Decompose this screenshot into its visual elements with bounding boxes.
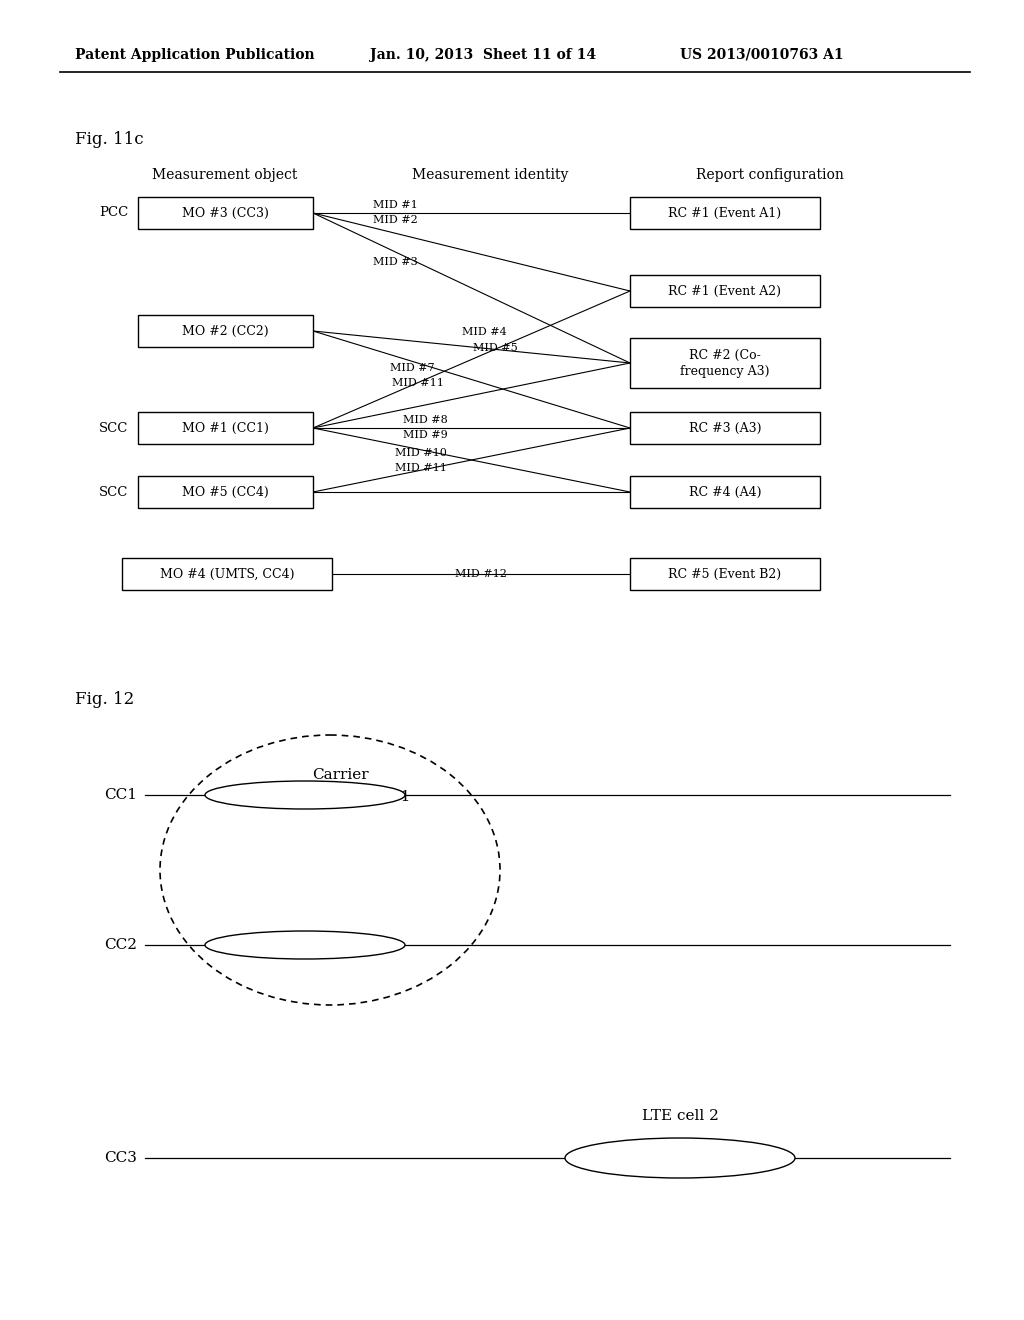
Bar <box>630 412 820 444</box>
Text: LTE cell 2: LTE cell 2 <box>642 1109 719 1123</box>
Ellipse shape <box>565 1138 795 1177</box>
Text: MID #11: MID #11 <box>392 378 443 388</box>
Text: US 2013/0010763 A1: US 2013/0010763 A1 <box>680 48 844 62</box>
Text: CC3: CC3 <box>104 1151 137 1166</box>
Text: Carrier: Carrier <box>311 768 369 781</box>
Text: SCC: SCC <box>98 421 128 434</box>
Bar <box>630 338 820 388</box>
Text: Report configuration: Report configuration <box>696 168 844 182</box>
Bar <box>630 197 820 228</box>
Text: RC #5 (Event B2): RC #5 (Event B2) <box>669 568 781 581</box>
Text: RC #3 (A3): RC #3 (A3) <box>689 421 761 434</box>
Text: RC #1 (Event A2): RC #1 (Event A2) <box>669 285 781 297</box>
Text: MID #8: MID #8 <box>403 414 447 425</box>
Text: MO #5 (CC4): MO #5 (CC4) <box>182 486 269 499</box>
Bar <box>138 412 313 444</box>
Text: RC #4 (A4): RC #4 (A4) <box>689 486 761 499</box>
Text: RC #2 (Co-
frequency A3): RC #2 (Co- frequency A3) <box>680 348 770 378</box>
Text: aggregation cell 1: aggregation cell 1 <box>269 789 411 804</box>
Text: PCC: PCC <box>98 206 128 219</box>
Text: Measurement object: Measurement object <box>153 168 298 182</box>
Text: MID #4: MID #4 <box>462 327 507 337</box>
Text: MID #5: MID #5 <box>473 343 518 352</box>
Text: RC #1 (Event A1): RC #1 (Event A1) <box>669 206 781 219</box>
Bar <box>138 477 313 508</box>
Text: Patent Application Publication: Patent Application Publication <box>75 48 314 62</box>
Text: MID #9: MID #9 <box>403 430 447 440</box>
Bar <box>138 315 313 347</box>
Text: MID #10: MID #10 <box>395 447 446 458</box>
Text: Fig. 12: Fig. 12 <box>75 692 134 709</box>
Text: MID #12: MID #12 <box>455 569 507 579</box>
Text: CC2: CC2 <box>104 939 137 952</box>
Text: MO #3 (CC3): MO #3 (CC3) <box>182 206 269 219</box>
Text: MID #7: MID #7 <box>390 363 434 374</box>
Ellipse shape <box>205 781 406 809</box>
Bar <box>138 197 313 228</box>
Text: MID #11: MID #11 <box>395 463 446 473</box>
Text: Jan. 10, 2013  Sheet 11 of 14: Jan. 10, 2013 Sheet 11 of 14 <box>370 48 596 62</box>
Bar <box>630 275 820 308</box>
Text: SCC: SCC <box>98 486 128 499</box>
Text: MID #1: MID #1 <box>373 201 418 210</box>
Ellipse shape <box>205 931 406 960</box>
Bar <box>630 477 820 508</box>
Text: MID #2: MID #2 <box>373 215 418 224</box>
Text: MID #3: MID #3 <box>373 257 418 267</box>
Text: MO #4 (UMTS, CC4): MO #4 (UMTS, CC4) <box>160 568 294 581</box>
Bar <box>630 558 820 590</box>
Text: CC1: CC1 <box>104 788 137 803</box>
Text: Fig. 11c: Fig. 11c <box>75 132 143 149</box>
Text: Measurement identity: Measurement identity <box>412 168 568 182</box>
Text: MO #1 (CC1): MO #1 (CC1) <box>182 421 269 434</box>
Bar <box>122 558 332 590</box>
Text: MO #2 (CC2): MO #2 (CC2) <box>182 325 269 338</box>
